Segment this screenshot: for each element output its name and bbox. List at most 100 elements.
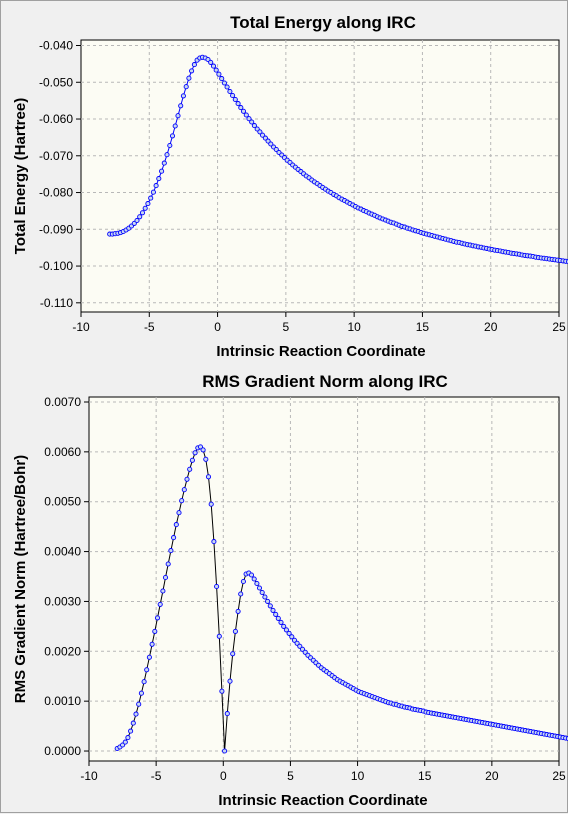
x-tick-label: -5 bbox=[144, 320, 155, 334]
data-point bbox=[241, 579, 245, 583]
data-point bbox=[162, 161, 166, 165]
data-point bbox=[176, 114, 180, 118]
data-point bbox=[228, 679, 232, 683]
x-tick-label: 10 bbox=[351, 769, 365, 783]
data-point bbox=[165, 153, 169, 157]
x-tick-label: 0 bbox=[220, 769, 227, 783]
data-point bbox=[129, 729, 133, 733]
data-point bbox=[138, 215, 142, 219]
chart-title: RMS Gradient Norm along IRC bbox=[202, 372, 448, 391]
data-point bbox=[131, 721, 135, 725]
data-point bbox=[274, 612, 278, 616]
y-tick-label: -0.070 bbox=[39, 149, 73, 163]
data-point bbox=[263, 595, 267, 599]
data-point bbox=[201, 448, 205, 452]
data-point bbox=[271, 608, 275, 612]
data-point bbox=[206, 475, 210, 479]
y-tick-label: 0.0010 bbox=[44, 694, 81, 708]
data-point bbox=[257, 586, 261, 590]
data-point bbox=[231, 652, 235, 656]
data-point bbox=[179, 104, 183, 108]
chart-title: Total Energy along IRC bbox=[230, 13, 416, 32]
y-tick-label: 0.0050 bbox=[44, 495, 81, 509]
data-point bbox=[276, 616, 280, 620]
data-point bbox=[233, 629, 237, 633]
data-point bbox=[204, 457, 208, 461]
data-point bbox=[255, 581, 259, 585]
x-tick-label: 5 bbox=[283, 320, 290, 334]
data-point bbox=[217, 634, 221, 638]
y-tick-label: -0.050 bbox=[39, 75, 73, 89]
data-point bbox=[169, 549, 173, 553]
data-point bbox=[172, 536, 176, 540]
x-axis-label: Intrinsic Reaction Coordinate bbox=[218, 792, 427, 809]
data-point bbox=[150, 642, 154, 646]
data-point bbox=[126, 736, 130, 740]
y-tick-label: 0.0030 bbox=[44, 594, 81, 608]
x-tick-label: 20 bbox=[484, 320, 498, 334]
data-point bbox=[181, 94, 185, 98]
data-point bbox=[147, 655, 151, 659]
data-point bbox=[161, 589, 165, 593]
data-point bbox=[249, 573, 253, 577]
x-tick-label: 5 bbox=[287, 769, 294, 783]
x-tick-label: 15 bbox=[418, 769, 432, 783]
y-axis-label: Total Energy (Hartree) bbox=[12, 98, 29, 254]
data-point bbox=[209, 60, 213, 64]
data-point bbox=[252, 577, 256, 581]
data-point bbox=[151, 190, 155, 194]
data-point bbox=[225, 712, 229, 716]
data-point bbox=[225, 85, 229, 89]
data-point bbox=[142, 680, 146, 684]
data-point bbox=[220, 77, 224, 81]
data-point bbox=[158, 602, 162, 606]
x-tick-label: -10 bbox=[80, 769, 98, 783]
data-point bbox=[123, 740, 127, 744]
x-tick-label: 10 bbox=[347, 320, 361, 334]
y-tick-label: 0.0060 bbox=[44, 445, 81, 459]
data-point bbox=[279, 620, 283, 624]
x-tick-label: 15 bbox=[416, 320, 430, 334]
data-point bbox=[260, 590, 264, 594]
data-point bbox=[139, 691, 143, 695]
y-tick-label: 0.0000 bbox=[44, 744, 81, 758]
plot-area bbox=[81, 40, 559, 312]
y-tick-label: 0.0020 bbox=[44, 644, 81, 658]
x-axis-label: Intrinsic Reaction Coordinate bbox=[216, 343, 425, 360]
data-point bbox=[185, 477, 189, 481]
x-tick-label: 25 bbox=[552, 320, 566, 334]
data-point bbox=[174, 523, 178, 527]
data-point bbox=[160, 169, 164, 173]
y-tick-label: -0.100 bbox=[39, 259, 73, 273]
data-point bbox=[223, 749, 227, 753]
x-tick-label: 25 bbox=[552, 769, 566, 783]
data-point bbox=[149, 196, 153, 200]
y-tick-label: -0.060 bbox=[39, 112, 73, 126]
data-point bbox=[190, 69, 194, 73]
data-point bbox=[217, 72, 221, 76]
data-point bbox=[187, 76, 191, 80]
y-tick-label: -0.090 bbox=[39, 222, 73, 236]
y-tick-label: 0.0040 bbox=[44, 545, 81, 559]
data-point bbox=[143, 206, 147, 210]
data-point bbox=[163, 575, 167, 579]
data-point bbox=[140, 211, 144, 215]
data-point bbox=[190, 458, 194, 462]
data-point bbox=[154, 184, 158, 188]
data-point bbox=[180, 499, 184, 503]
data-point bbox=[177, 511, 181, 515]
data-point bbox=[188, 467, 192, 471]
data-point bbox=[173, 124, 177, 128]
data-point bbox=[166, 562, 170, 566]
data-point bbox=[182, 488, 186, 492]
y-tick-label: -0.040 bbox=[39, 39, 73, 53]
data-point bbox=[184, 85, 188, 89]
data-point bbox=[215, 584, 219, 588]
data-point bbox=[146, 202, 150, 206]
data-point bbox=[134, 712, 138, 716]
data-point bbox=[168, 143, 172, 147]
